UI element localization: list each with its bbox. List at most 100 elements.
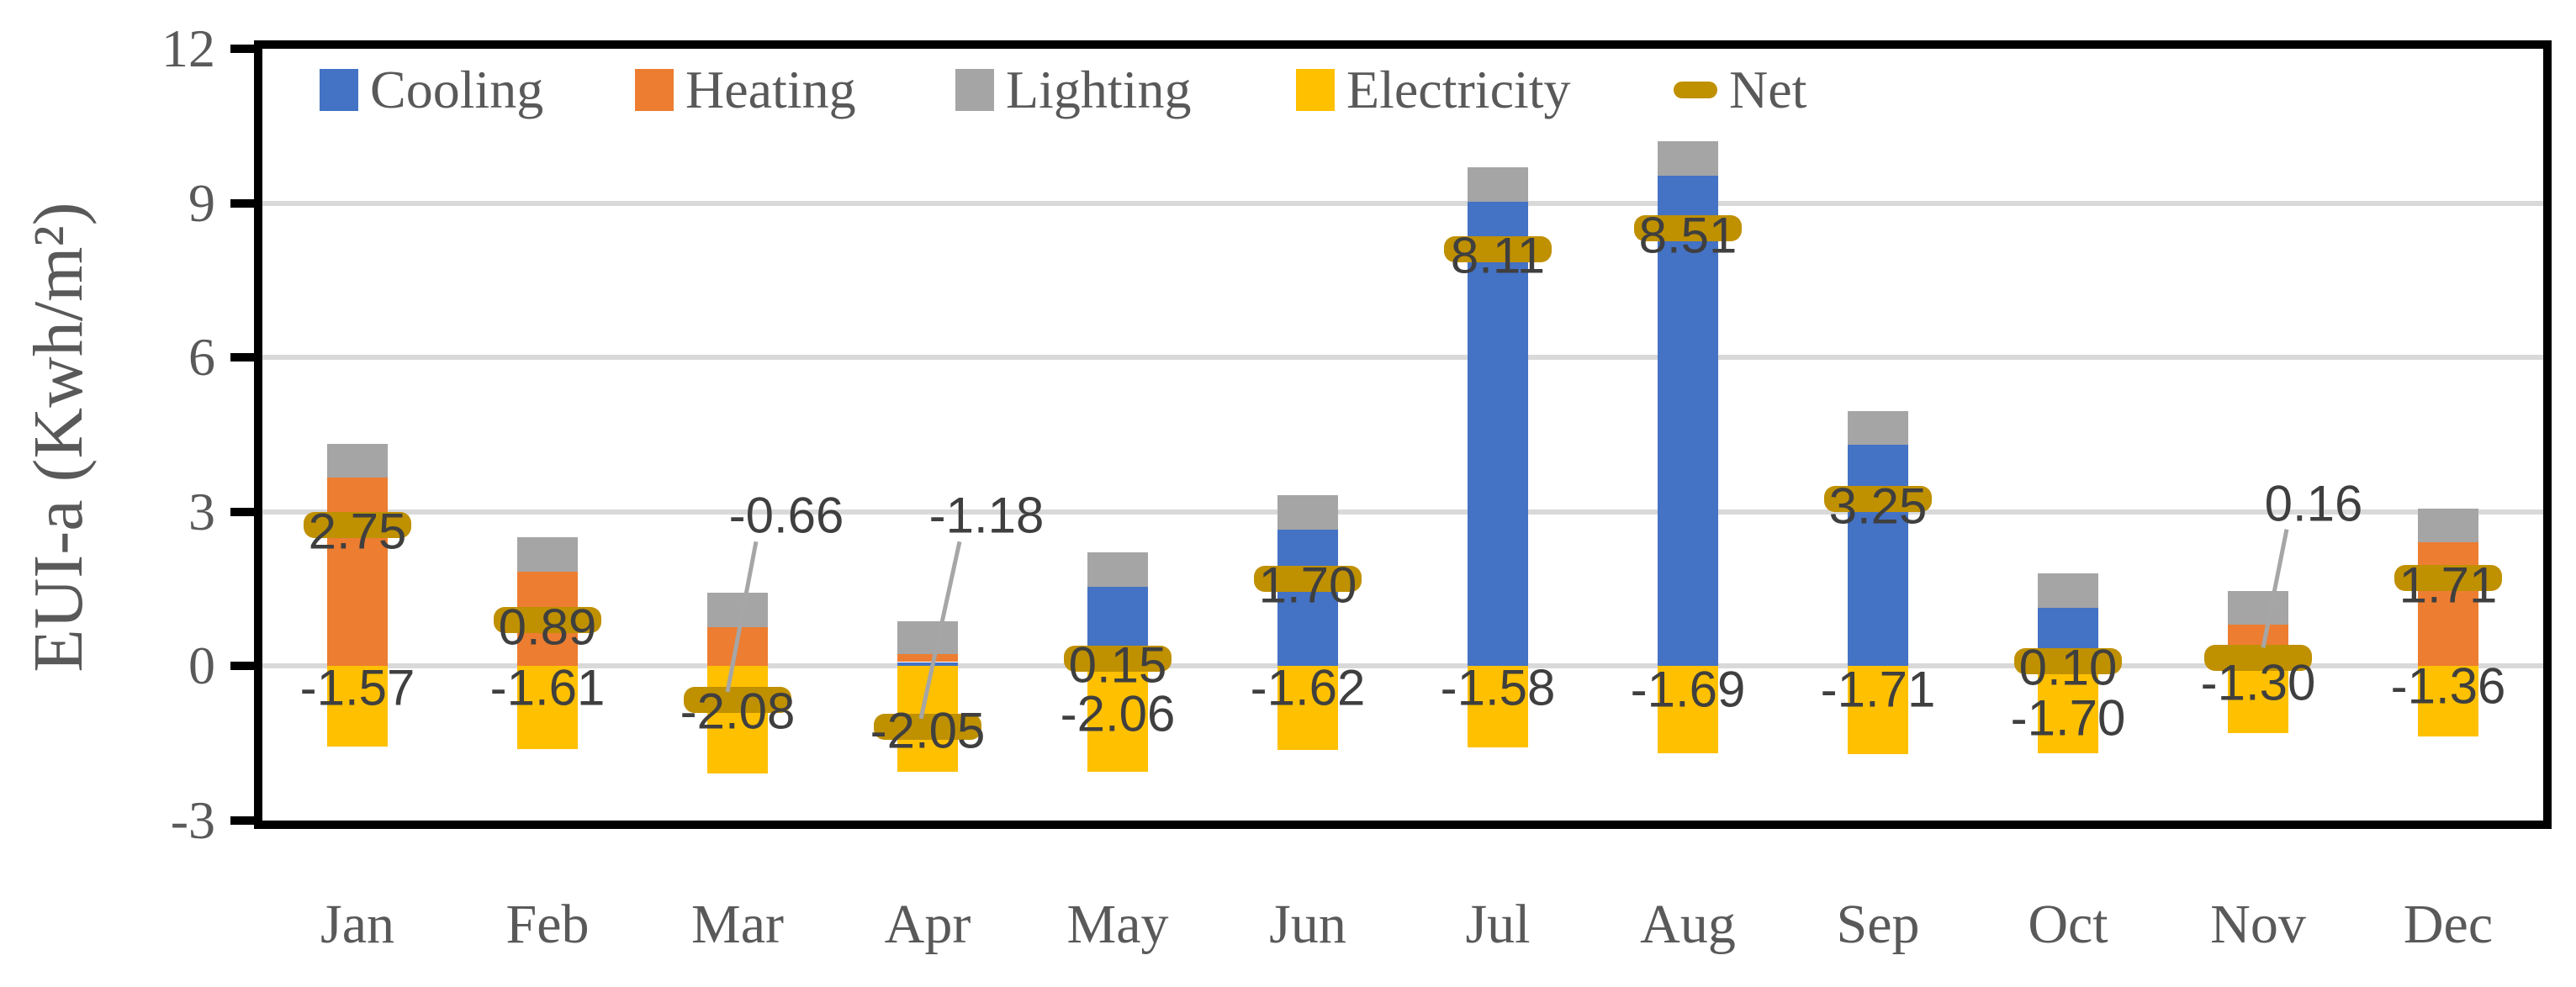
net-label-sep: 3.25 bbox=[1828, 478, 1928, 534]
y-axis-title: EUI-a (Kwh/m²) bbox=[19, 202, 98, 673]
y-tick-label-3: 3 bbox=[188, 481, 215, 541]
electricity-label-may: -2.06 bbox=[1060, 685, 1176, 742]
bar-lighting-dec bbox=[2418, 508, 2478, 542]
net-marker-aug bbox=[1634, 215, 1742, 242]
net-label-jan: 2.75 bbox=[308, 503, 407, 560]
y-tick-mark bbox=[230, 507, 254, 516]
bar-electricity-jul bbox=[1468, 666, 1528, 748]
bar-heating-jan bbox=[327, 478, 388, 667]
electricity-label-feb: -1.61 bbox=[489, 659, 606, 716]
bar-lighting-nov bbox=[2228, 591, 2288, 625]
bar-electricity-oct bbox=[2038, 666, 2098, 754]
bar-lighting-jun bbox=[1277, 495, 1338, 530]
net-marker-oct bbox=[2014, 647, 2122, 674]
bar-heating-dec bbox=[2418, 541, 2478, 667]
gridline-9 bbox=[262, 200, 2543, 206]
bar-electricity-jan bbox=[327, 666, 388, 747]
legend-item-heating: Heating bbox=[635, 62, 856, 118]
x-tick-label-nov: Nov bbox=[2210, 894, 2306, 955]
bar-electricity-sep bbox=[1848, 666, 1908, 755]
electricity-label-jan: -1.57 bbox=[299, 659, 415, 716]
legend-label-cooling: Cooling bbox=[370, 60, 544, 119]
x-tick-label-apr: Apr bbox=[884, 894, 971, 955]
net-label-feb: 0.89 bbox=[498, 599, 597, 656]
legend-label-heating: Heating bbox=[685, 60, 856, 119]
net-marker-sep bbox=[1824, 486, 1932, 512]
bar-cooling-sep bbox=[1848, 445, 1908, 667]
y-tick-label-12: 12 bbox=[161, 18, 215, 78]
x-tick-label-dec: Dec bbox=[2403, 894, 2494, 955]
net-label-apr: -1.18 bbox=[928, 487, 1045, 544]
legend-item-net: Net bbox=[1674, 62, 1806, 118]
y-tick-mark bbox=[230, 198, 254, 208]
x-tick-label-jan: Jan bbox=[320, 894, 394, 955]
bar-lighting-jan bbox=[327, 444, 388, 478]
bar-heating-apr bbox=[897, 653, 958, 662]
bar-lighting-mar bbox=[707, 593, 768, 627]
net-marker-may bbox=[1064, 645, 1172, 672]
electricity-label-mar: -2.08 bbox=[680, 683, 796, 740]
x-tick-label-jun: Jun bbox=[1269, 894, 1346, 955]
legend-item-lighting: Lighting bbox=[955, 62, 1191, 118]
legend-item-cooling: Cooling bbox=[320, 62, 543, 118]
legend-label-net: Net bbox=[1729, 60, 1807, 119]
bar-heating-mar bbox=[707, 626, 768, 667]
electricity-label-aug: -1.69 bbox=[1630, 661, 1746, 718]
net-marker-feb bbox=[494, 607, 601, 634]
legend-swatch-heating-icon bbox=[635, 69, 674, 111]
electricity-label-apr: -2.05 bbox=[870, 702, 986, 759]
electricity-label-sep: -1.71 bbox=[1820, 661, 1936, 718]
bar-electricity-nov bbox=[2228, 666, 2288, 733]
net-label-jun: 1.70 bbox=[1258, 557, 1357, 614]
bar-lighting-sep bbox=[1848, 410, 1908, 446]
bar-electricity-aug bbox=[1658, 666, 1718, 753]
bar-lighting-feb bbox=[517, 537, 578, 572]
net-marker-nov bbox=[2204, 645, 2312, 672]
y-tick-mark bbox=[230, 353, 254, 362]
net-label-may: 0.15 bbox=[1068, 636, 1167, 694]
gridline-3 bbox=[262, 509, 2543, 515]
net-label-dec: 1.71 bbox=[2399, 557, 2498, 614]
y-tick-label-9: 9 bbox=[188, 172, 215, 233]
net-label-oct: 0.10 bbox=[2018, 639, 2118, 696]
bar-lighting-apr bbox=[897, 621, 958, 654]
net-label-nov: 0.16 bbox=[2264, 475, 2363, 532]
y-tick-mark bbox=[230, 45, 254, 53]
legend-swatch-cooling-icon bbox=[320, 69, 358, 111]
net-label-mar: -0.66 bbox=[728, 487, 844, 544]
net-label-aug: 8.51 bbox=[1638, 207, 1738, 264]
bar-cooling-jul bbox=[1468, 201, 1528, 667]
y-tick-label--3: -3 bbox=[170, 790, 215, 850]
y-tick-mark bbox=[230, 662, 254, 671]
net-marker-dec bbox=[2394, 565, 2502, 592]
gridline-0 bbox=[262, 663, 2543, 669]
y-tick-mark bbox=[230, 816, 254, 825]
bar-lighting-aug bbox=[1658, 141, 1718, 176]
electricity-label-oct: -1.70 bbox=[2010, 689, 2126, 747]
x-tick-label-may: May bbox=[1066, 894, 1169, 955]
bar-cooling-aug bbox=[1658, 175, 1718, 667]
legend-label-lighting: Lighting bbox=[1006, 60, 1192, 119]
bar-electricity-may bbox=[1087, 666, 1148, 773]
y-tick-label-0: 0 bbox=[188, 636, 215, 696]
net-marker-jan bbox=[304, 511, 411, 538]
electricity-label-nov: -1.30 bbox=[2200, 654, 2316, 711]
bar-electricity-dec bbox=[2418, 666, 2478, 736]
net-label-jul: 8.11 bbox=[1450, 227, 1546, 284]
legend-item-electricity: Electricity bbox=[1296, 62, 1571, 118]
x-tick-label-mar: Mar bbox=[691, 894, 784, 955]
legend-swatch-electricity-icon bbox=[1296, 69, 1335, 111]
x-tick-label-sep: Sep bbox=[1836, 894, 1920, 955]
x-tick-label-aug: Aug bbox=[1640, 894, 1736, 955]
x-tick-label-oct: Oct bbox=[2028, 894, 2108, 955]
gridline-6 bbox=[262, 355, 2543, 361]
plot-area: Cooling Heating Lighting Electricity Net 2.7… bbox=[254, 40, 2552, 829]
electricity-label-jun: -1.62 bbox=[1250, 659, 1366, 716]
y-tick-label-6: 6 bbox=[188, 327, 215, 388]
bar-cooling-jun bbox=[1277, 529, 1338, 667]
bar-lighting-may bbox=[1087, 552, 1148, 587]
legend-label-electricity: Electricity bbox=[1346, 60, 1571, 119]
bar-lighting-oct bbox=[2038, 573, 2098, 608]
x-tick-label-feb: Feb bbox=[505, 894, 590, 955]
